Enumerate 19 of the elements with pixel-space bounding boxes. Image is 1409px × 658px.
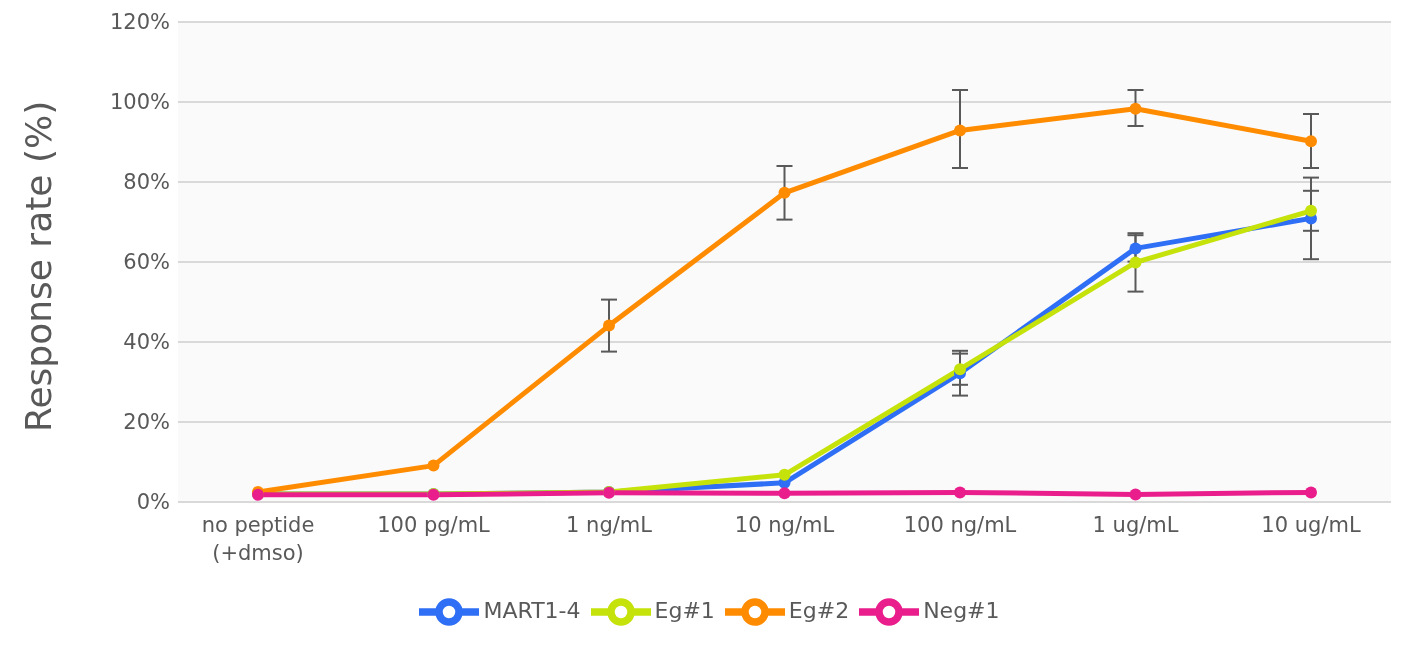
x-tick-label: 10 ng/mL	[734, 513, 835, 537]
legend-label: MART1-4	[483, 598, 581, 623]
legend-label: Neg#1	[923, 598, 1000, 623]
x-tick-label: 10 ug/mL	[1261, 513, 1361, 537]
x-tick-label: 1 ng/mL	[566, 513, 653, 537]
legend-label: Eg#1	[654, 598, 715, 623]
y-axis-title: Response rate (%)	[17, 100, 59, 432]
y-tick-label: 0%	[136, 490, 170, 515]
y-tick-label: 60%	[123, 250, 170, 275]
y-tick-label: 100%	[109, 90, 170, 115]
y-tick-label: 20%	[123, 410, 170, 435]
legend-label: Eg#2	[788, 598, 850, 623]
x-tick-label: 100 ng/mL	[903, 513, 1017, 537]
x-tick-label: no peptide (+dmso)	[201, 513, 315, 565]
y-tick-label: 40%	[123, 330, 170, 355]
y-tick-label: 80%	[123, 170, 170, 195]
x-tick-label: 100 pg/mL	[377, 513, 491, 537]
y-tick-label: 120%	[109, 10, 170, 35]
x-tick-label: 1 ug/mL	[1092, 513, 1179, 537]
